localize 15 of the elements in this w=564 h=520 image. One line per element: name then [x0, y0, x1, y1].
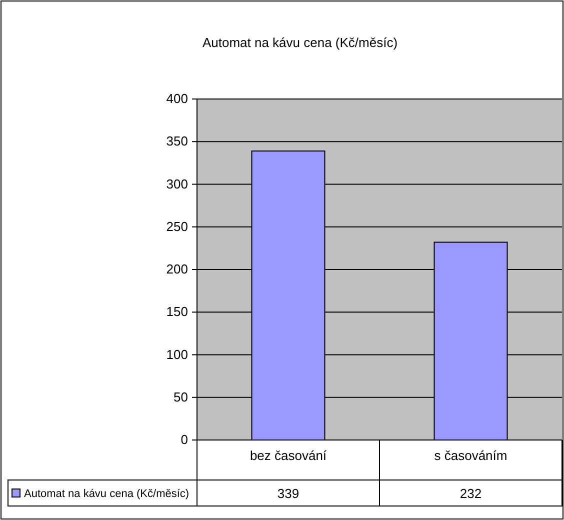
legend-label: Automat na kávu cena (Kč/měsíc) [24, 488, 190, 500]
y-tick-label: 50 [174, 389, 188, 404]
y-tick-label: 0 [180, 432, 188, 447]
x-tick-label: s časováním [434, 448, 508, 463]
chart-title: Automat na kávu cena (Kč/měsíc) [202, 35, 398, 50]
data-label: 339 [277, 486, 300, 501]
y-tick-label: 100 [166, 346, 188, 362]
y-tick-label: 250 [166, 218, 188, 234]
y-tick-label: 300 [166, 176, 188, 192]
x-tick-label: bez časování [250, 448, 327, 463]
y-tick-label: 150 [166, 304, 188, 320]
data-label: 232 [460, 486, 482, 501]
y-tick-label: 200 [166, 262, 188, 276]
y-tick-label: 350 [166, 134, 188, 149]
y-tick-label: 400 [166, 91, 188, 106]
